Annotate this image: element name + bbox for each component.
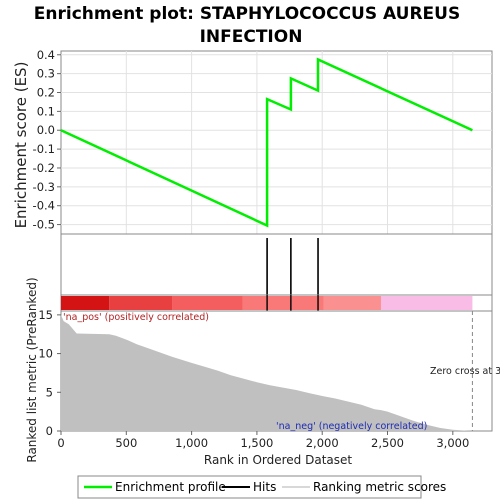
- chart-title-line2: INFECTION: [200, 27, 303, 47]
- metric-panel: 0 5 10 15 0 500 1,000 1,500 2,000 2,500 3,000 'na…: [25, 277, 500, 467]
- metric-y-tick-label: 0: [46, 424, 53, 438]
- hits-panel: [60, 233, 493, 311]
- ranking-band: [323, 296, 381, 310]
- es-y-tick-label: 0.0: [37, 123, 55, 137]
- legend: Enrichment profile Hits Ranking metric s…: [77, 475, 446, 499]
- es-y-tick-label: 0.2: [37, 86, 55, 100]
- es-y-tick-label: -0.1: [33, 142, 55, 156]
- hits-panel-frame: [60, 233, 493, 296]
- metric-x-ticks: 0 500 1,000 1,500 2,000 2,500 3,000: [57, 431, 469, 450]
- na-neg-annotation: 'na_neg' (negatively correlated): [276, 421, 427, 432]
- x-tick-label: 0: [57, 436, 64, 450]
- x-tick-label: 3,000: [436, 436, 469, 450]
- es-panel-frame: [60, 50, 493, 235]
- ranking-band: [172, 296, 243, 310]
- colorbar-panel: [60, 294, 493, 312]
- es-y-tick-label: 0.4: [37, 48, 55, 62]
- metric-x-axis-label: Rank in Ordered Dataset: [204, 453, 352, 467]
- ranking-band: [380, 296, 473, 310]
- ranking-band: [61, 296, 110, 310]
- es-panel: -0.5 -0.4 -0.3 -0.2 -0.1 0.0 0.1 0.2 0.3 0.4 Enri…: [12, 48, 493, 235]
- metric-y-axis-label: Ranked list metric (PreRanked): [25, 277, 39, 462]
- na-pos-annotation: 'na_pos' (positively correlated): [63, 312, 209, 323]
- x-tick-label: 2,500: [371, 436, 404, 450]
- es-y-tick-label: -0.3: [33, 180, 55, 194]
- legend-label-enrichment-profile: Enrichment profile: [115, 480, 226, 494]
- x-tick-label: 1,000: [175, 436, 208, 450]
- x-tick-label: 1,500: [240, 436, 273, 450]
- x-tick-label: 500: [115, 436, 137, 450]
- es-y-tick-label: -0.4: [33, 199, 55, 213]
- metric-y-tick-label: 15: [38, 308, 53, 322]
- ranking-band: [242, 296, 324, 310]
- metric-y-ticks: 0 5 10 15: [38, 308, 61, 438]
- es-y-axis-label: Enrichment score (ES): [12, 62, 30, 229]
- metric-y-tick-label: 5: [46, 385, 53, 399]
- zero-cross-annotation: Zero cross at 3: [430, 366, 500, 377]
- enrichment-profile-line: [60, 57, 473, 228]
- es-grid: [61, 51, 492, 234]
- ranking-metric-area: [61, 314, 473, 431]
- es-y-tick-label: 0.3: [37, 67, 55, 81]
- chart-title-line1: Enrichment plot: STAPHYLOCOCCUS AUREUS: [34, 4, 460, 24]
- es-y-tick-label: 0.1: [37, 104, 55, 118]
- metric-y-tick-label: 10: [38, 347, 53, 361]
- legend-label-ranking-metric-scores: Ranking metric scores: [313, 480, 446, 494]
- es-y-tick-label: -0.2: [33, 161, 55, 175]
- es-y-tick-label: -0.5: [33, 218, 55, 232]
- ranking-band: [109, 296, 173, 310]
- band-group: [61, 295, 473, 311]
- legend-label-hits: Hits: [253, 480, 276, 494]
- x-tick-label: 2,000: [306, 436, 339, 450]
- es-y-ticks: -0.5 -0.4 -0.3 -0.2 -0.1 0.0 0.1 0.2 0.3 0.4: [33, 48, 61, 232]
